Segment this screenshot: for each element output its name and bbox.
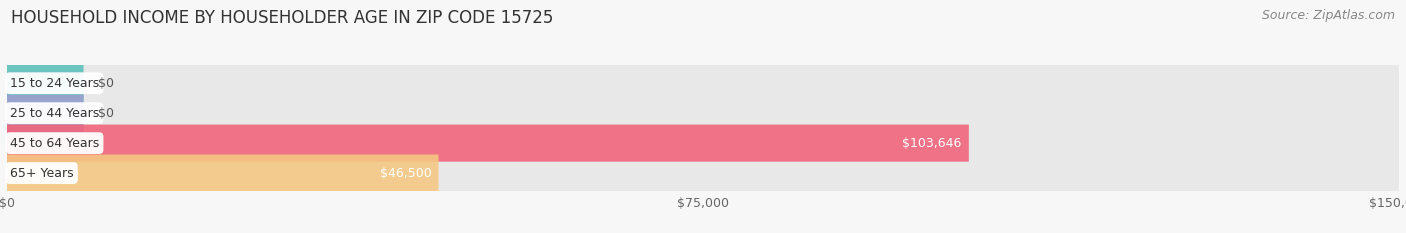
Text: $103,646: $103,646	[903, 137, 962, 150]
FancyBboxPatch shape	[7, 154, 1399, 192]
Text: HOUSEHOLD INCOME BY HOUSEHOLDER AGE IN ZIP CODE 15725: HOUSEHOLD INCOME BY HOUSEHOLDER AGE IN Z…	[11, 9, 554, 27]
Text: $46,500: $46,500	[380, 167, 432, 180]
FancyBboxPatch shape	[7, 95, 83, 132]
FancyBboxPatch shape	[7, 125, 1399, 162]
Text: $0: $0	[97, 77, 114, 90]
Text: 65+ Years: 65+ Years	[10, 167, 73, 180]
Text: $0: $0	[97, 107, 114, 120]
FancyBboxPatch shape	[7, 65, 83, 102]
Text: 15 to 24 Years: 15 to 24 Years	[10, 77, 98, 90]
FancyBboxPatch shape	[7, 95, 1399, 132]
FancyBboxPatch shape	[7, 125, 969, 162]
Text: 45 to 64 Years: 45 to 64 Years	[10, 137, 98, 150]
FancyBboxPatch shape	[7, 65, 1399, 102]
Text: 25 to 44 Years: 25 to 44 Years	[10, 107, 98, 120]
Text: Source: ZipAtlas.com: Source: ZipAtlas.com	[1261, 9, 1395, 22]
FancyBboxPatch shape	[7, 154, 439, 192]
